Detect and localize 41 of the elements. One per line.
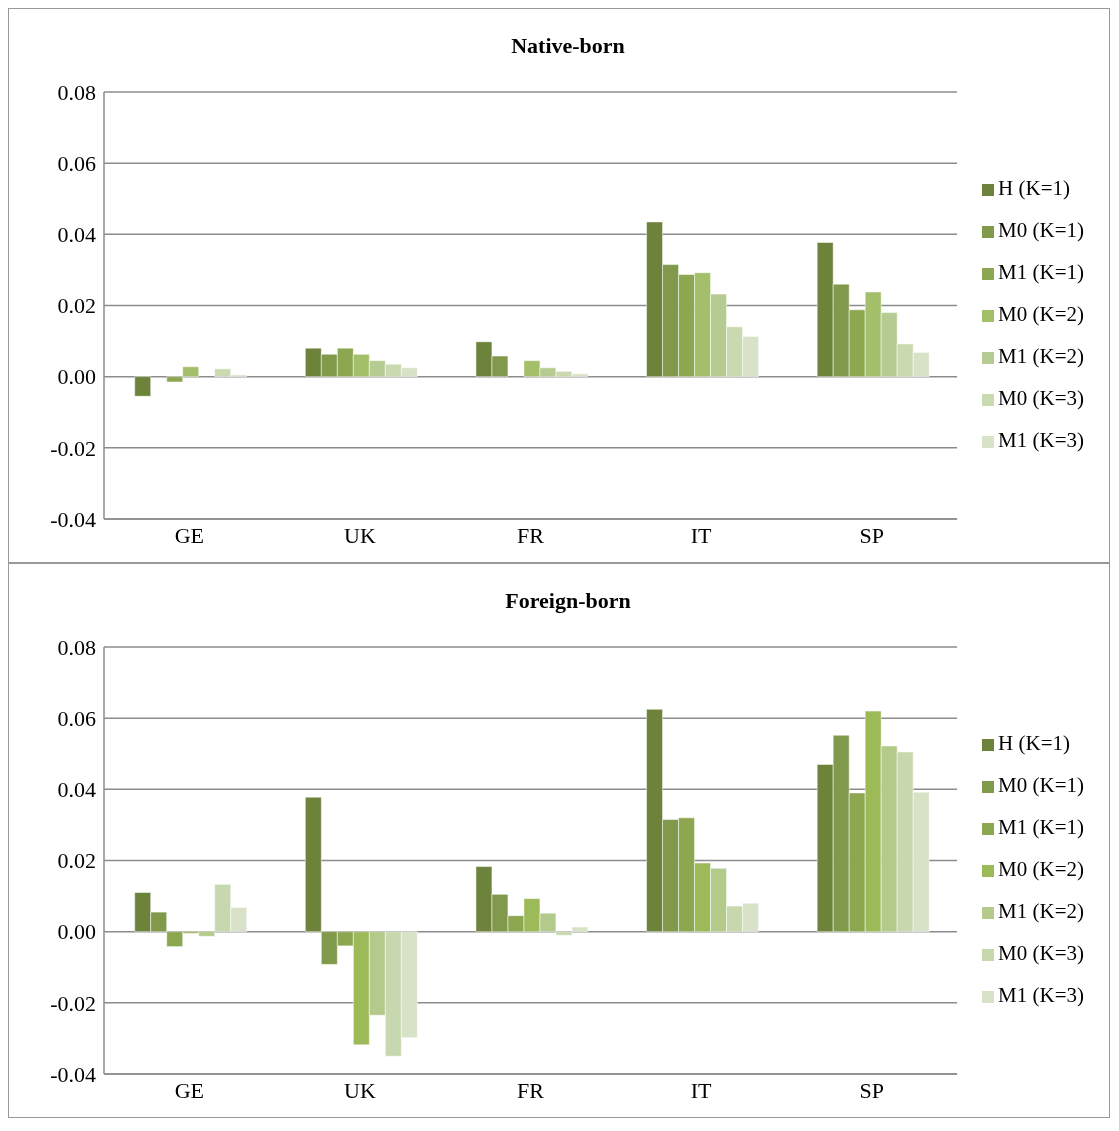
legend-label: M1 (K=1) [998,815,1084,839]
legend-label: M0 (K=1) [998,773,1084,797]
y-tick-label: 0.08 [57,79,96,105]
x-tick-label: SP [859,522,885,548]
legend-label: M1 (K=3) [998,428,1084,452]
legend-label: M0 (K=2) [998,857,1084,881]
legend-label: M0 (K=3) [998,386,1084,410]
y-tick-label: 0.08 [57,634,96,660]
legend-label: M1 (K=1) [998,260,1084,284]
y-tick-label: -0.04 [50,506,96,532]
x-tick-label: IT [690,522,713,548]
x-tick-label: SP [859,1077,885,1103]
y-tick-label: -0.02 [50,435,96,461]
legend-label: M0 (K=3) [998,941,1084,965]
y-tick-label: -0.04 [50,1061,96,1087]
y-tick-label: 0.02 [57,293,96,319]
legend-label: H (K=1) [998,731,1070,755]
legend-label: H (K=1) [998,176,1070,200]
legend-label: M1 (K=2) [998,344,1084,368]
x-tick-label: FR [517,522,545,548]
bar [134,376,152,397]
x-tick-label: UK [344,1077,376,1103]
legend-label: M0 (K=1) [998,218,1084,242]
legend-label: M1 (K=3) [998,983,1084,1007]
y-tick-label: 0.06 [57,705,96,731]
chart-title: Foreign-born [504,588,632,614]
y-tick-label: 0.06 [57,150,96,176]
x-tick-label: UK [344,522,376,548]
chart-title: Native-born [510,33,626,59]
x-tick-label: IT [690,1077,713,1103]
y-tick-label: 0.00 [57,919,96,945]
x-tick-label: GE [174,1077,204,1103]
y-tick-label: 0.00 [57,364,96,390]
y-tick-label: 0.04 [57,777,96,803]
x-tick-label: FR [517,1077,545,1103]
x-tick-label: GE [174,522,204,548]
y-tick-label: -0.02 [50,990,96,1016]
legend-label: M0 (K=2) [998,302,1084,326]
y-tick-label: 0.04 [57,222,96,248]
legend-label: M1 (K=2) [998,899,1084,923]
y-tick-label: 0.02 [57,848,96,874]
